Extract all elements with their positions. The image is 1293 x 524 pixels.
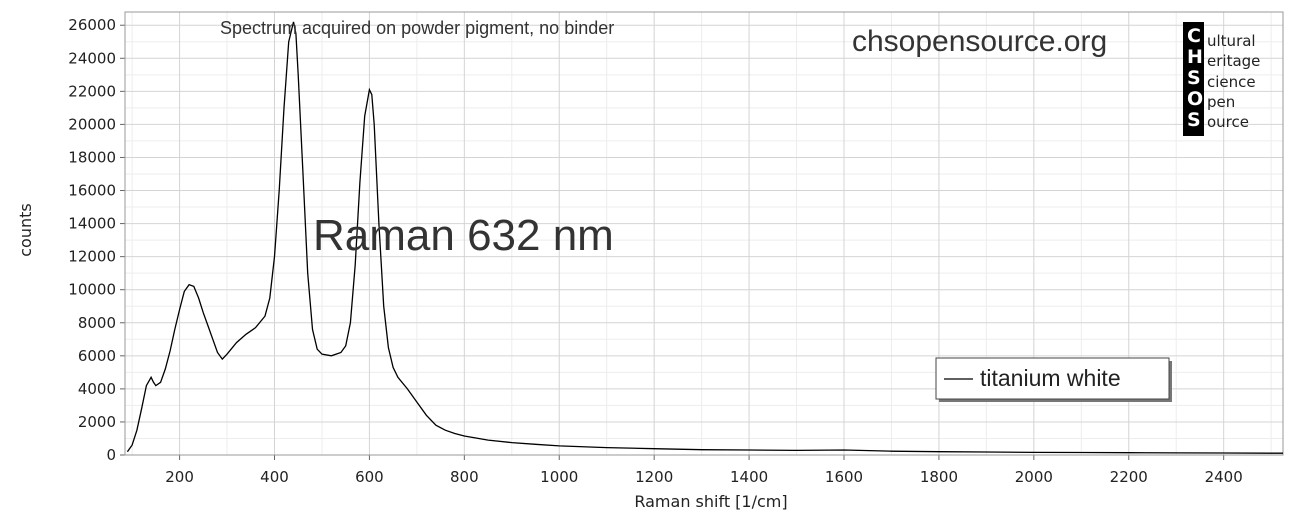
legend-label: titanium white	[980, 365, 1121, 391]
y-tick-label: 20000	[68, 115, 116, 133]
y-tick-label: 18000	[68, 148, 116, 166]
x-tick-label: 2400	[1205, 468, 1243, 486]
logo-word-cultural: ultural	[1207, 32, 1256, 50]
x-tick-label: 1400	[730, 468, 768, 486]
chsos-logo: C H S O S ultural eritage cience pen our…	[1183, 22, 1260, 136]
x-tick-label: 2200	[1110, 468, 1148, 486]
legend: titanium white	[935, 357, 1172, 402]
logo-word-open: pen	[1207, 93, 1235, 111]
y-axis-label: counts	[16, 203, 35, 256]
logo-letter-s1: S	[1187, 67, 1201, 89]
x-tick-label: 600	[355, 468, 384, 486]
plot-frame	[124, 11, 1284, 456]
y-tick-label: 16000	[68, 182, 116, 200]
x-tick-label: 200	[165, 468, 194, 486]
y-tick-label: 6000	[78, 347, 116, 365]
logo-letter-s2: S	[1187, 109, 1201, 131]
y-axis-ticks: 0 2000 4000 6000 8000 10000 12000 14000 16000 180…	[68, 16, 125, 464]
logo-word-source: ource	[1207, 113, 1249, 131]
x-axis-ticks: 200 400 600 800 1000 1200 1400 1600 1800 2000 2200…	[165, 455, 1243, 486]
y-tick-label: 4000	[78, 380, 116, 398]
logo-word-heritage: eritage	[1207, 52, 1260, 70]
x-tick-label: 2000	[1015, 468, 1053, 486]
logo-letter-h: H	[1187, 46, 1203, 68]
y-tick-label: 26000	[68, 16, 116, 34]
logo-word-science: cience	[1207, 73, 1256, 91]
x-tick-label: 800	[450, 468, 479, 486]
x-tick-label: 1200	[635, 468, 673, 486]
x-tick-label: 400	[260, 468, 289, 486]
logo-bar	[1183, 22, 1204, 136]
y-tick-label: 14000	[68, 215, 116, 233]
y-tick-label: 22000	[68, 82, 116, 100]
y-tick-label: 0	[106, 446, 116, 464]
y-tick-label: 10000	[68, 281, 116, 299]
y-tick-label: 12000	[68, 248, 116, 266]
x-tick-label: 1800	[920, 468, 958, 486]
x-tick-label: 1000	[540, 468, 578, 486]
y-tick-label: 24000	[68, 49, 116, 67]
x-tick-label: 1600	[825, 468, 863, 486]
acquisition-note: Spectrum acquired on powder pigment, no …	[220, 18, 614, 38]
big-raman-label: Raman 632 nm	[313, 211, 614, 260]
series-line-titanium-white	[126, 21, 1283, 454]
legend-box	[935, 357, 1170, 400]
x-axis-label: Raman shift [1/cm]	[634, 492, 787, 511]
site-watermark: chsopensource.org	[852, 25, 1107, 58]
y-tick-label: 2000	[78, 413, 116, 431]
logo-letter-o: O	[1187, 88, 1203, 110]
logo-letter-c: C	[1187, 25, 1201, 47]
y-tick-label: 8000	[78, 314, 116, 332]
